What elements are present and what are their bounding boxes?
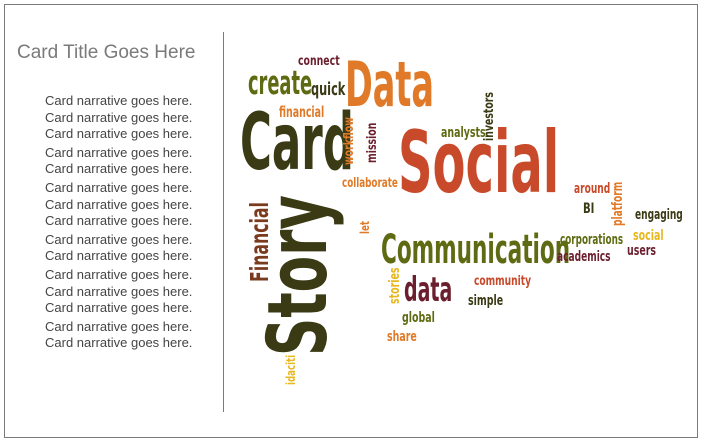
narrative-line: Card narrative goes here. [45,196,193,212]
narrative-line: Card narrative goes here. [45,179,193,195]
narrative-line: Card narrative goes here. [45,161,193,177]
narrative-line: Card narrative goes here. [45,231,193,247]
narrative-line: Card narrative goes here. [45,93,193,108]
card-narrative: Card narrative goes here. Card narrative… [45,93,225,352]
narrative-line: Card narrative goes here. [45,266,193,282]
narrative-line: Card narrative goes here. [45,126,193,142]
narrative-line: Card narrative goes here. [45,248,193,264]
card-frame [4,4,698,438]
narrative-line: Card narrative goes here. [45,213,193,229]
narrative-line: Card narrative goes here. [45,335,193,351]
narrative-line: Card narrative goes here. [45,318,193,334]
vertical-divider [223,32,224,412]
narrative-line: Card narrative goes here. [45,109,193,125]
card-title: Card Title Goes Here [17,42,196,63]
narrative-line: Card narrative goes here. [45,283,193,299]
narrative-line: Card narrative goes here. [45,144,193,160]
narrative-line: Card narrative goes here. [45,300,193,316]
